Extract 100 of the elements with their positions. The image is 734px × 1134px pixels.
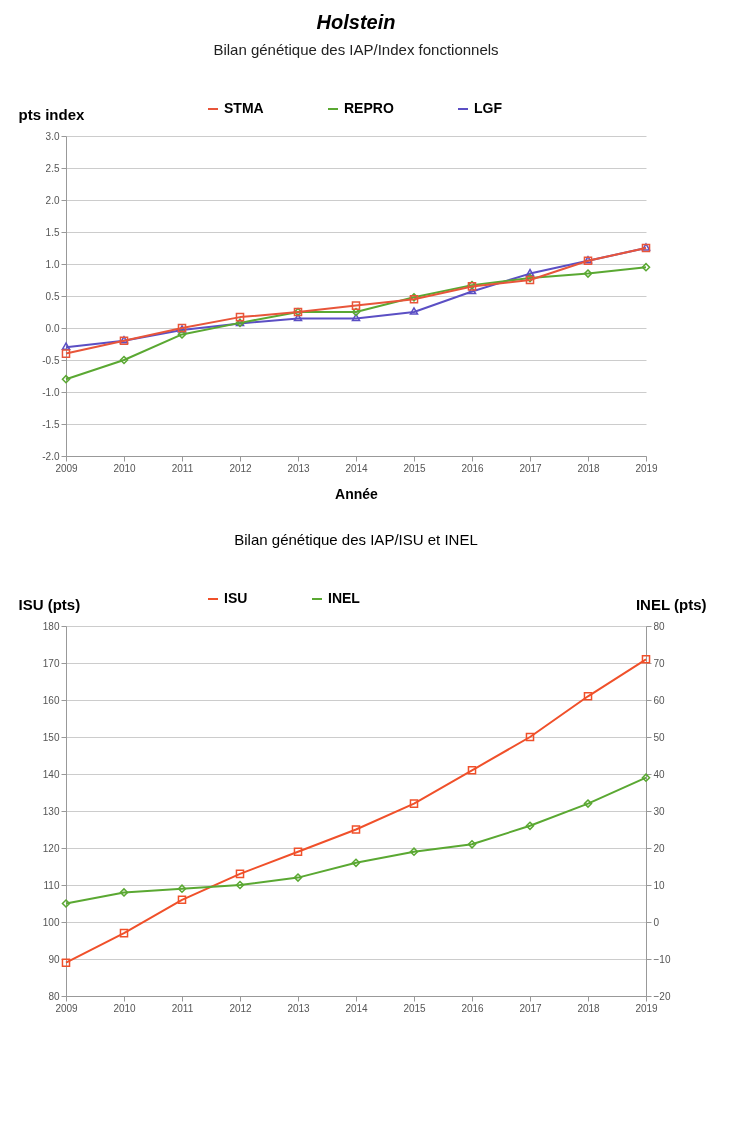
legend-label: ISU	[224, 590, 248, 606]
x-tick-label: 2018	[577, 1002, 601, 1014]
x-tick-label: 2018	[577, 462, 601, 474]
y-tick-label: 2.5	[45, 162, 60, 174]
x-tick-label: 2017	[519, 462, 543, 474]
y-tick-label: 170	[42, 657, 60, 669]
y-tick-label: 3.0	[45, 130, 60, 142]
x-tick-label: 2016	[461, 462, 485, 474]
point	[641, 655, 651, 664]
y-tick-label: -1.5	[42, 418, 60, 430]
point	[293, 873, 303, 882]
legend-label: REPRO	[344, 100, 394, 116]
point	[293, 847, 303, 856]
x-tick-label: 2012	[229, 1002, 253, 1014]
x-tick-label: 2012	[229, 462, 253, 474]
y2-tick-label: 60	[653, 694, 666, 706]
point	[467, 766, 477, 775]
y-tick-label: 80	[48, 990, 60, 1002]
y2-tick-label: −20	[653, 990, 671, 1002]
y2-tick-label: −10	[653, 953, 671, 965]
y-tick-label: 90	[48, 953, 60, 965]
y-tick-label: 0.0	[45, 322, 60, 334]
y2-tick-label: 20	[653, 842, 666, 854]
y-tick-label: -2.0	[42, 450, 60, 462]
legend-label: LGF	[474, 100, 503, 116]
point	[177, 895, 187, 905]
point	[467, 286, 477, 295]
x-tick-label: 2013	[287, 462, 311, 474]
point	[119, 928, 129, 938]
y2-tick-label: 30	[653, 805, 666, 817]
x-tick-label: 2010	[113, 462, 137, 474]
y2-tick-label: 10	[653, 879, 666, 891]
x-tick-label: 2014	[345, 1002, 369, 1014]
point	[409, 799, 419, 808]
point	[61, 958, 71, 967]
y-axis-title: pts index	[18, 105, 85, 123]
y2-axis-title: INEL (pts)	[635, 595, 707, 613]
chart-title: Holstein	[316, 11, 396, 33]
point	[583, 799, 593, 808]
x-tick-label: 2015	[403, 462, 427, 474]
point	[293, 313, 303, 322]
point	[61, 342, 71, 350]
point	[583, 692, 593, 701]
point	[351, 313, 361, 322]
point	[409, 307, 419, 315]
x-tick-label: 2011	[171, 1002, 194, 1014]
legend-label: STMA	[224, 100, 264, 116]
point	[641, 262, 651, 272]
y2-tick-label: 50	[653, 731, 666, 743]
y-axis-title: ISU (pts)	[18, 595, 81, 613]
x-tick-label: 2019	[635, 1002, 659, 1014]
y-tick-label: 180	[42, 620, 60, 632]
point	[177, 884, 187, 893]
y-tick-label: 120	[42, 842, 60, 854]
point	[467, 840, 477, 849]
y-tick-label: 140	[42, 768, 60, 780]
point	[61, 899, 71, 908]
x-tick-label: 2009	[55, 1002, 79, 1014]
x-axis-title: Année	[335, 485, 379, 502]
point	[525, 821, 535, 831]
y-tick-label: -0.5	[42, 354, 60, 366]
point	[409, 847, 419, 856]
point	[177, 330, 187, 339]
y2-tick-label: 70	[653, 657, 666, 669]
y-tick-label: 1.0	[45, 258, 60, 270]
x-tick-label: 2019	[635, 462, 659, 474]
x-tick-label: 2016	[461, 1002, 485, 1014]
point	[119, 355, 129, 365]
x-tick-label: 2014	[345, 462, 369, 474]
point	[235, 869, 245, 879]
y-tick-label: 1.5	[45, 226, 60, 238]
point	[351, 301, 361, 310]
point	[235, 312, 245, 322]
point	[351, 825, 361, 834]
point	[583, 269, 593, 278]
point	[351, 858, 361, 868]
x-tick-label: 2013	[287, 1002, 311, 1014]
y2-tick-label: 40	[653, 768, 666, 780]
chart-subtitle: Bilan génétique des IAP/Index fonctionnels	[213, 41, 499, 58]
x-tick-label: 2011	[171, 462, 194, 474]
point	[351, 307, 361, 317]
point	[525, 268, 535, 277]
y2-tick-label: 80	[653, 620, 666, 632]
point	[61, 374, 71, 384]
x-tick-label: 2015	[403, 1002, 427, 1014]
point	[235, 880, 245, 890]
chart-title: Bilan génétique des IAP/ISU et INEL	[234, 531, 478, 548]
y-tick-label: 2.0	[45, 194, 60, 206]
y-tick-label: 160	[42, 694, 60, 706]
y-tick-label: 110	[43, 879, 60, 891]
x-tick-label: 2010	[113, 1002, 137, 1014]
y-tick-label: 0.5	[45, 290, 60, 302]
point	[61, 349, 71, 358]
x-tick-label: 2009	[55, 462, 79, 474]
point	[525, 732, 535, 742]
y-tick-label: 150	[42, 731, 60, 743]
point	[119, 888, 129, 897]
legend-label: INEL	[328, 590, 361, 606]
x-tick-label: 2017	[519, 1002, 543, 1014]
y2-tick-label: 0	[653, 916, 660, 928]
